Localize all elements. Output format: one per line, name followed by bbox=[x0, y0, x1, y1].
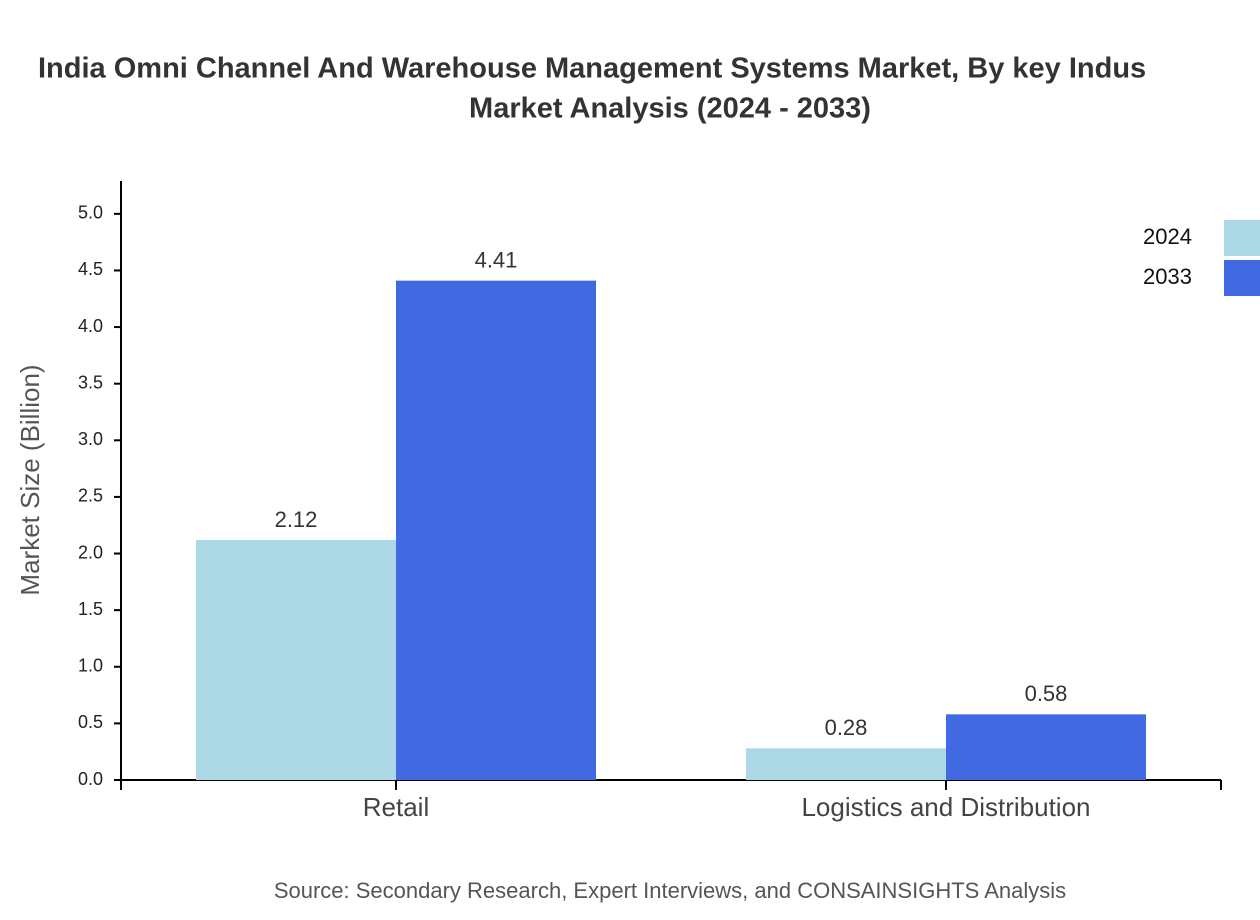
bar bbox=[946, 714, 1146, 780]
x-tick-label: Logistics and Distribution bbox=[801, 792, 1090, 822]
source-note: Source: Secondary Research, Expert Inter… bbox=[274, 878, 1066, 903]
y-tick-label: 1.5 bbox=[78, 599, 103, 619]
y-tick-label: 4.0 bbox=[78, 316, 103, 336]
y-tick-label: 5.0 bbox=[78, 203, 103, 223]
value-label: 2.12 bbox=[275, 507, 318, 532]
y-tick-label: 0.5 bbox=[78, 712, 103, 732]
chart-title: India Omni Channel And Warehouse Managem… bbox=[38, 53, 1146, 85]
y-tick-label: 2.0 bbox=[78, 542, 103, 562]
y-tick-label: 3.0 bbox=[78, 429, 103, 449]
value-label: 0.28 bbox=[825, 715, 868, 740]
y-tick-label: 0.0 bbox=[78, 769, 103, 789]
y-tick-label: 1.0 bbox=[78, 656, 103, 676]
chart-title: Market Analysis (2024 - 2033) bbox=[469, 93, 871, 125]
bar bbox=[396, 280, 596, 780]
legend-label: 2033 bbox=[1143, 264, 1192, 289]
x-tick-label: Retail bbox=[363, 792, 429, 822]
bar bbox=[196, 539, 396, 780]
value-label: 0.58 bbox=[1025, 681, 1068, 706]
legend-swatch bbox=[1224, 260, 1260, 296]
y-tick-label: 2.5 bbox=[78, 486, 103, 506]
legend-swatch bbox=[1224, 220, 1260, 256]
legend-label: 2024 bbox=[1143, 224, 1192, 249]
value-label: 4.41 bbox=[475, 247, 518, 272]
y-tick-label: 3.5 bbox=[78, 372, 103, 392]
bar bbox=[746, 748, 946, 780]
y-axis-label: Market Size (Billion) bbox=[15, 364, 45, 595]
y-tick-label: 4.5 bbox=[78, 259, 103, 279]
